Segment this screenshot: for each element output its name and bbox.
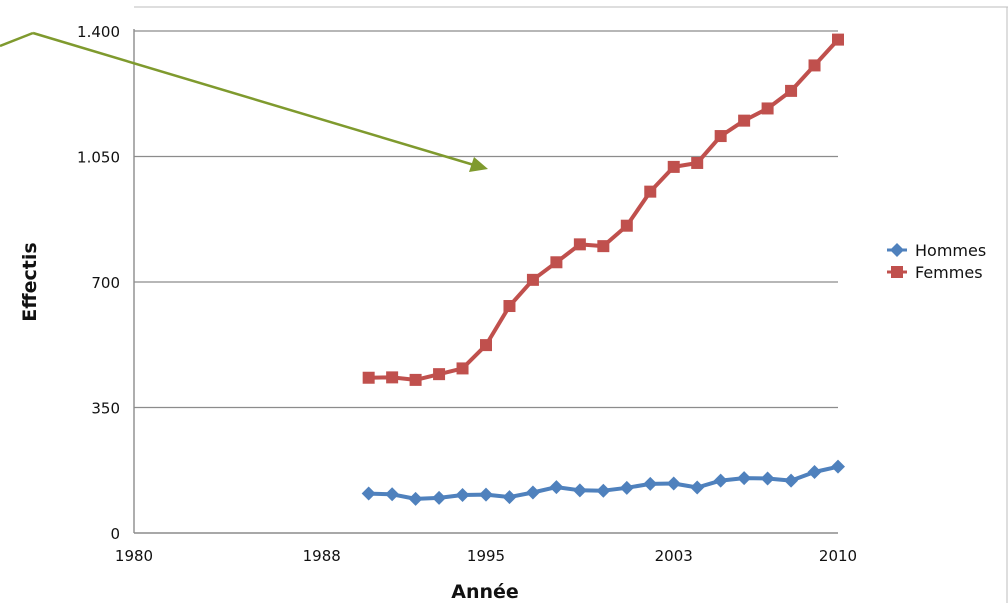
point-femmes-2006 — [738, 114, 751, 127]
point-hommes-2001 — [619, 480, 634, 495]
point-hommes-2009 — [807, 465, 822, 480]
point-femmes-2001 — [620, 219, 633, 232]
point-femmes-2010 — [832, 33, 844, 46]
y-tick-label-3: 1.050 — [77, 149, 120, 167]
point-hommes-1999 — [572, 483, 587, 498]
x-axis-title: Année — [451, 581, 519, 603]
point-hommes-2010 — [831, 459, 845, 474]
point-femmes-2005 — [714, 130, 727, 143]
point-femmes-1995 — [480, 339, 492, 352]
point-hommes-1990 — [361, 486, 376, 501]
point-hommes-2000 — [596, 483, 611, 498]
point-femmes-1997 — [526, 273, 539, 286]
x-tick-label-2: 1995 — [467, 547, 505, 565]
point-hommes-2008 — [784, 473, 799, 488]
y-axis-title: Effectis — [19, 242, 41, 321]
axes — [133, 29, 838, 534]
point-femmes-1994 — [456, 362, 469, 375]
legend-marker-hommes — [890, 243, 904, 257]
legend-label-hommes: Hommes — [915, 241, 986, 260]
legend-marker-femmes — [891, 266, 903, 278]
point-femmes-2009 — [808, 59, 821, 72]
x-tick-label-3: 2003 — [655, 547, 693, 565]
point-hommes-1994 — [455, 487, 470, 502]
point-hommes-1995 — [479, 487, 493, 502]
x-tick-label-1: 1988 — [303, 547, 341, 565]
point-hommes-1993 — [432, 490, 447, 505]
point-femmes-2002 — [644, 185, 657, 198]
point-femmes-1999 — [573, 238, 586, 251]
point-hommes-1996 — [502, 490, 517, 505]
point-hommes-2006 — [737, 471, 752, 486]
y-tick-label-4: 1.400 — [77, 23, 120, 41]
point-femmes-1990 — [362, 371, 375, 384]
y-tick-label-0: 0 — [110, 525, 120, 543]
y-tick-label-1: 350 — [91, 400, 120, 418]
annotation-arrow-shaft — [32, 31, 475, 167]
series-layer — [361, 33, 845, 506]
legend-label-femmes: Femmes — [915, 263, 983, 282]
x-tick-label-4: 2010 — [819, 547, 857, 565]
point-femmes-1998 — [550, 256, 563, 269]
y-tick-labels: 0 350 700 1.050 1.400 — [77, 23, 120, 543]
point-hommes-2007 — [760, 471, 775, 486]
point-hommes-1998 — [549, 480, 564, 495]
point-femmes-2004 — [691, 156, 704, 169]
point-hommes-2004 — [690, 480, 705, 495]
point-femmes-1996 — [503, 300, 516, 313]
point-femmes-2007 — [761, 102, 774, 115]
point-hommes-1997 — [525, 485, 540, 500]
point-hommes-2005 — [713, 473, 728, 488]
annotation-arrow-tail — [0, 31, 34, 48]
point-femmes-2003 — [667, 160, 680, 173]
point-hommes-2002 — [643, 476, 658, 491]
gridlines — [134, 30, 838, 409]
point-femmes-1991 — [386, 371, 399, 384]
y-tick-label-2: 700 — [91, 274, 120, 292]
legend: Hommes Femmes — [887, 241, 986, 282]
point-femmes-2008 — [785, 84, 798, 97]
annotation-arrow-head — [469, 157, 488, 172]
point-femmes-1993 — [433, 368, 446, 381]
annotation-arrow — [0, 31, 488, 172]
point-femmes-1992 — [409, 373, 422, 386]
point-hommes-2003 — [666, 476, 681, 491]
x-tick-label-0: 1980 — [115, 547, 153, 565]
point-hommes-1992 — [408, 491, 423, 506]
point-femmes-2000 — [597, 240, 610, 253]
point-hommes-1991 — [385, 487, 400, 502]
x-tick-labels: 1980 1988 1995 2003 2010 — [115, 547, 857, 565]
